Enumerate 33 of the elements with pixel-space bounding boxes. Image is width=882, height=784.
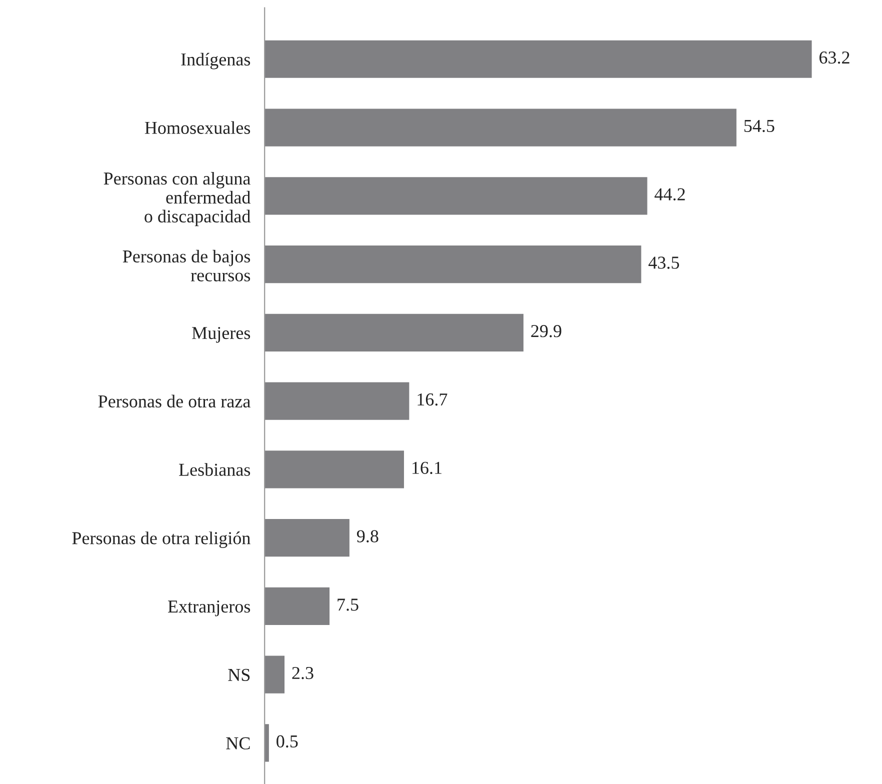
y-tick-label: Mujeres (192, 326, 250, 343)
y-tick-label: Personas de otra religión (72, 532, 250, 548)
bar (264, 587, 330, 626)
bar (264, 108, 736, 146)
data-label: 16.7 (418, 393, 448, 406)
y-tick-label: Indígenas (181, 52, 250, 70)
y-tick-label: Extranjeros (168, 600, 250, 616)
data-label: 63.2 (819, 52, 850, 64)
data-label: 54.5 (744, 120, 774, 132)
data-label: 16.1 (412, 462, 442, 474)
y-tick-label: Personas de otra raza (98, 394, 250, 408)
bar (264, 450, 404, 488)
y-tick-label: NC (226, 737, 250, 750)
y-tick-label: Personas con alguna enfermedad o discapacidad (104, 172, 250, 226)
bar (264, 519, 350, 557)
bar (264, 724, 269, 762)
bar (264, 245, 642, 284)
data-label: 2.3 (292, 666, 314, 680)
bar (264, 656, 285, 694)
bar (264, 314, 524, 352)
y-tick-label: Lesbianas (179, 463, 250, 476)
y-tick-label: Homosexuales (144, 121, 250, 134)
data-label: 44.2 (654, 188, 685, 200)
y-tick-label: NS (228, 668, 250, 682)
data-label: 9.8 (356, 530, 378, 542)
data-label: 0.5 (276, 735, 298, 748)
y-tick-label: Personas de bajos recursos (122, 250, 250, 282)
bar (264, 382, 410, 420)
bar (264, 40, 812, 78)
data-label: 7.5 (338, 598, 358, 611)
data-label: 43.5 (648, 256, 680, 269)
bar (264, 177, 648, 215)
data-label: 29.9 (531, 325, 562, 338)
